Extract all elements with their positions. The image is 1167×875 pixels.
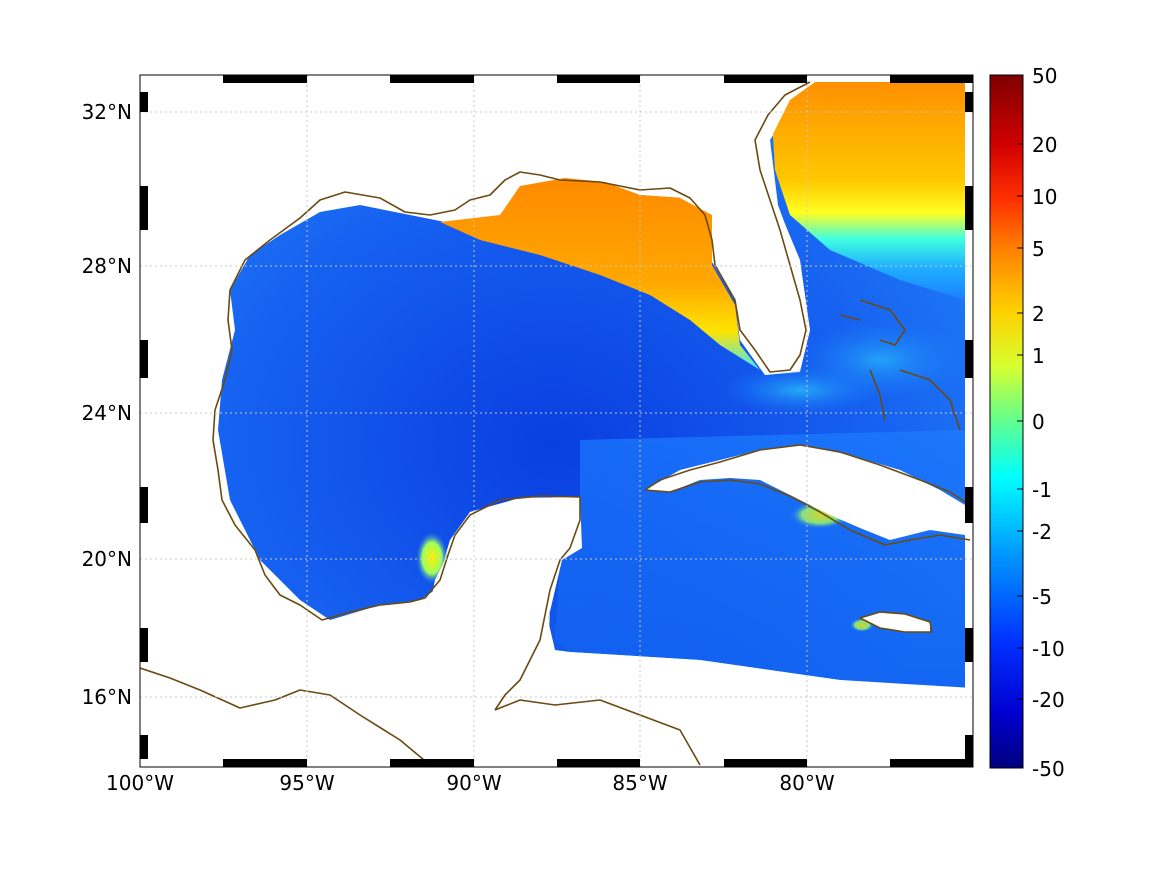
bahamas-coastline (839, 299, 961, 431)
x-tick-label: 100°W (106, 771, 174, 795)
colorbar-label: 0 (1032, 410, 1045, 434)
central-america-coastline (494, 699, 701, 766)
colorbar-ticks (1017, 74, 1023, 769)
colorbar-label: 1 (1032, 344, 1045, 368)
x-tick-label: 90°W (446, 771, 501, 795)
colorbar-label: -2 (1032, 520, 1052, 544)
x-tick-label: 95°W (279, 771, 334, 795)
colorbar-label: -1 (1032, 478, 1052, 502)
colorbar-label: -5 (1032, 585, 1052, 609)
colorbar-label: 50 (1032, 64, 1057, 88)
y-tick-label: 20°N (82, 547, 132, 571)
colorbar-label: -20 (1032, 688, 1065, 712)
jamaica-coastline (859, 611, 933, 633)
colorbar-label: -10 (1032, 637, 1065, 661)
x-tick-label: 80°W (779, 771, 834, 795)
colorbar-label: 20 (1032, 133, 1057, 157)
y-tick-label: 16°N (82, 685, 132, 709)
bahamas-glow (790, 320, 970, 400)
y-tick-label: 32°N (82, 100, 132, 124)
x-axis-labels: 100°W 95°W 90°W 85°W 80°W (106, 771, 835, 795)
colorbar-label: 10 (1032, 185, 1057, 209)
colorbar-label: 2 (1032, 302, 1045, 326)
atlantic-warm-region (772, 82, 965, 300)
y-axis-labels: 32°N 28°N 24°N 20°N 16°N (82, 100, 132, 709)
colorbar: 50 20 10 5 2 1 0 -1 -2 -5 -10 -20 -50 (989, 64, 1065, 781)
map-frame (139, 74, 974, 768)
florida-land (680, 82, 815, 375)
yucatan-land (140, 497, 973, 767)
colorbar-label: 5 (1032, 237, 1045, 261)
x-tick-label: 85°W (612, 771, 667, 795)
cuba-land (645, 445, 965, 540)
coastlines (140, 81, 971, 766)
cuba-coastline (644, 444, 971, 546)
western-gulf-coastline (212, 289, 581, 711)
y-tick-label: 28°N (82, 254, 132, 278)
graticule (140, 75, 973, 767)
northern-gulf-warm-band (440, 178, 760, 370)
map-area (140, 75, 973, 767)
colorbar-label: -50 (1032, 757, 1065, 781)
mexico-gulf-coastline (229, 81, 811, 373)
gulf-coastline (140, 667, 431, 766)
y-tick-label: 24°N (82, 401, 132, 425)
